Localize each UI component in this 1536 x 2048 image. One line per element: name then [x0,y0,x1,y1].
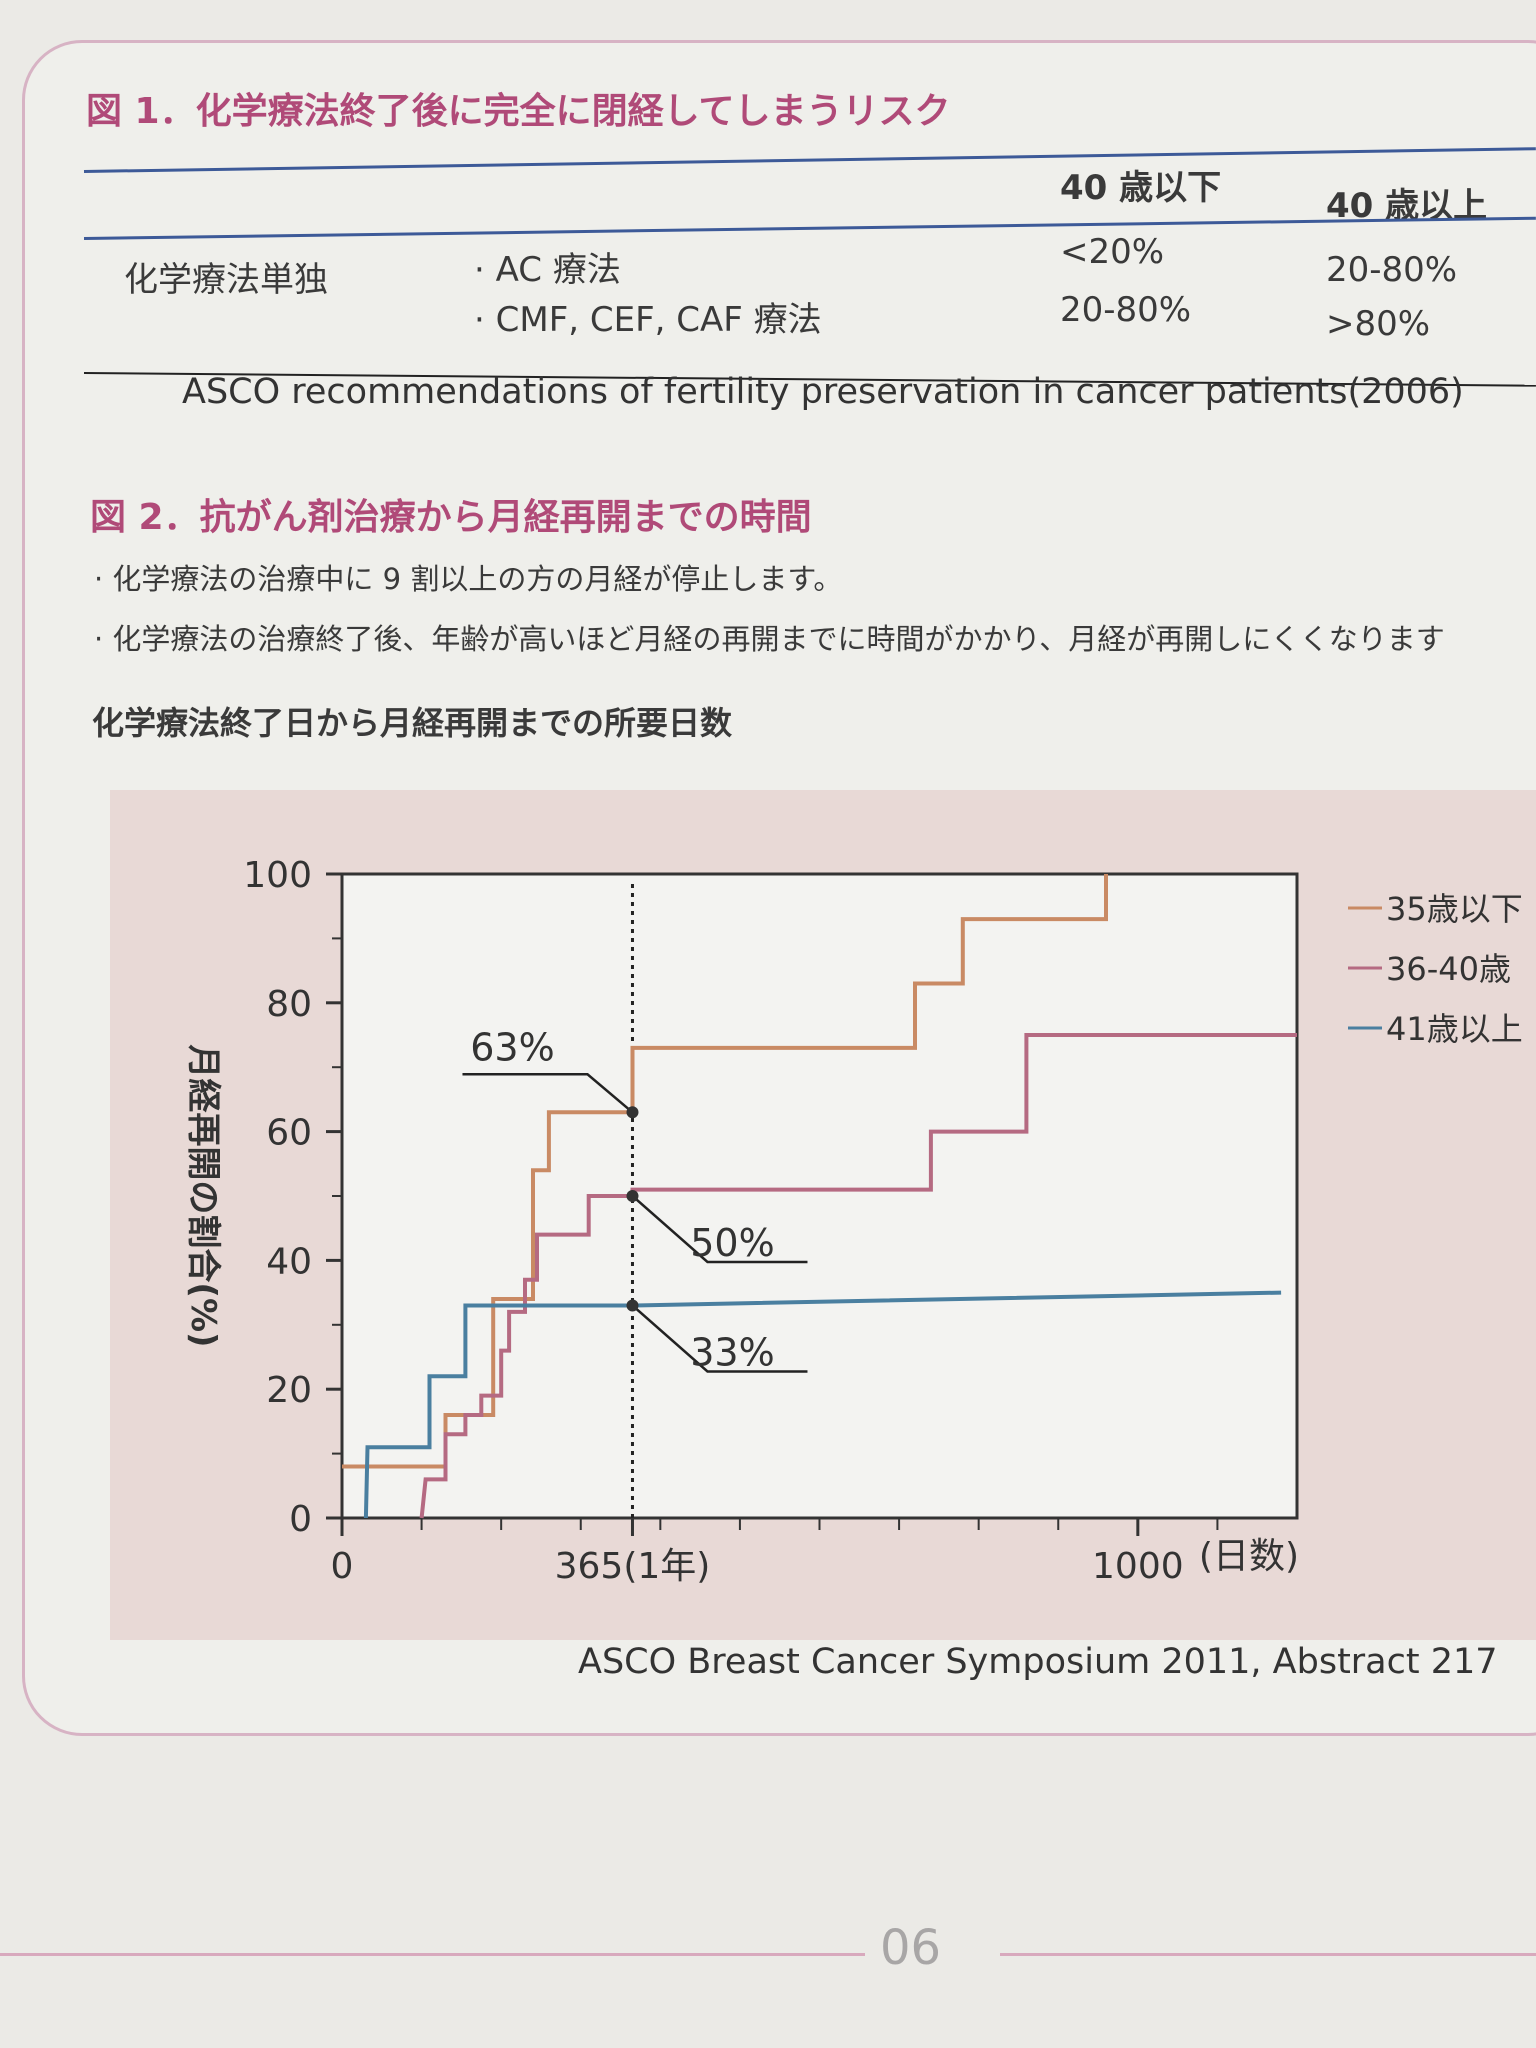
figure2-title: 図 2．抗がん剤治療から月経再開までの時間 [90,497,812,538]
x-tick-label: 365(1年) [555,1546,711,1587]
ac-over40: 20-80% [1326,250,1458,290]
figure1-source: ASCO recommendations of fertility preser… [182,372,1464,412]
series-line-2 [419,1033,1297,1519]
regimen-cmf: · CMF, CEF, CAF 療法 [474,300,822,340]
chart-heading: 化学療法終了日から月経再開までの所要日数 [92,704,733,742]
col-header-under40: 40 歳以下 [1060,168,1222,208]
legend-label-2: 36-40歳 [1386,950,1511,988]
y-tick-label: 80 [266,984,312,1025]
x-tick-label: 0 [331,1546,354,1587]
figure1-title: 図 1．化学療法終了後に完全に閉経してしまうリスク [86,91,951,132]
regimen-ac: · AC 療法 [474,250,621,290]
cmf-over40: >80% [1326,304,1431,344]
annotation-dot-3 [626,1299,639,1312]
annotation-leader-1 [462,1073,634,1114]
chart-panel: 0 20 40 60 80 100 0 365(1年) 1000 (日数) 月経再開の割合(%) 35… [110,790,1536,1640]
footer-line-right [1000,1953,1536,1956]
annotation-label-1: 63% [470,1025,554,1069]
annotation-dot-2 [626,1190,639,1202]
annotation-leader-3 [631,1304,808,1373]
y-tick-label: 20 [266,1370,312,1411]
y-tick-label: 40 [266,1241,312,1282]
col-header-over40: 40 歳以上 [1326,186,1488,226]
x-axis-label: (日数) [1199,1536,1299,1577]
plot-area [340,872,1299,1520]
annotation-leader-2 [631,1195,808,1264]
cmf-under40: 20-80% [1060,290,1192,330]
footer-line-left [0,1953,865,1956]
annotation-label-3: 33% [690,1330,774,1374]
x-tick-label: 1000 [1092,1546,1184,1587]
y-tick-label: 100 [243,855,312,896]
legend-label-1: 35歳以下 [1386,890,1523,928]
legend-label-3: 41歳以上 [1386,1010,1523,1048]
series-line-3 [363,1290,1282,1519]
page-number: 06 [880,1920,942,1976]
y-tick-label: 0 [289,1499,312,1540]
ac-under40: <20% [1060,232,1165,272]
y-axis-label: 月経再開の割合(%) [183,1044,223,1347]
annotation-dot-1 [626,1106,639,1119]
figure2-source: ASCO Breast Cancer Symposium 2011, Abstr… [578,1642,1498,1682]
row-label: 化学療法単独 [124,260,328,300]
bullet-2: · 化学療法の治療終了後、年齢が高いほど月経の再開までに時間がかかり、月経が再開… [94,622,1445,656]
y-tick-label: 60 [266,1113,312,1154]
bullet-1: · 化学療法の治療中に 9 割以上の方の月経が停止します。 [94,562,843,596]
annotation-label-2: 50% [690,1221,774,1265]
